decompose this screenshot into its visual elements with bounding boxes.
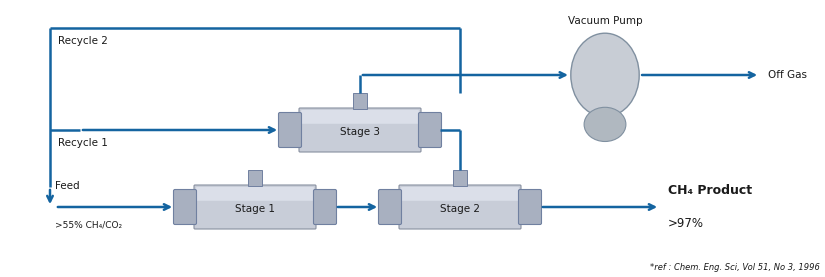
Text: Off Gas: Off Gas (768, 70, 807, 80)
Text: *ref : Chem. Eng. Sci, Vol 51, No 3, 1996: *ref : Chem. Eng. Sci, Vol 51, No 3, 199… (650, 263, 820, 272)
FancyBboxPatch shape (301, 110, 419, 124)
Text: Recycle 1: Recycle 1 (58, 138, 108, 148)
FancyBboxPatch shape (314, 189, 337, 224)
Bar (453, 170, 467, 186)
FancyBboxPatch shape (418, 112, 441, 147)
Text: Feed: Feed (55, 181, 80, 191)
FancyBboxPatch shape (399, 185, 521, 229)
FancyBboxPatch shape (299, 108, 421, 152)
Text: Recycle 2: Recycle 2 (58, 36, 108, 46)
Ellipse shape (571, 33, 639, 117)
FancyBboxPatch shape (401, 187, 519, 201)
Text: >97%: >97% (668, 217, 704, 230)
Text: CH₄ Product: CH₄ Product (668, 184, 752, 197)
Text: >55% CH₄/CO₂: >55% CH₄/CO₂ (55, 221, 122, 230)
FancyBboxPatch shape (379, 189, 402, 224)
Text: Stage 1: Stage 1 (235, 204, 275, 214)
Bar (353, 93, 367, 109)
FancyBboxPatch shape (518, 189, 541, 224)
FancyBboxPatch shape (279, 112, 301, 147)
Text: Stage 3: Stage 3 (340, 127, 380, 137)
FancyBboxPatch shape (196, 187, 314, 201)
FancyBboxPatch shape (194, 185, 316, 229)
Ellipse shape (584, 107, 626, 142)
Text: Vacuum Pump: Vacuum Pump (568, 16, 643, 25)
Text: Stage 2: Stage 2 (440, 204, 480, 214)
FancyBboxPatch shape (173, 189, 196, 224)
Bar (248, 170, 262, 186)
